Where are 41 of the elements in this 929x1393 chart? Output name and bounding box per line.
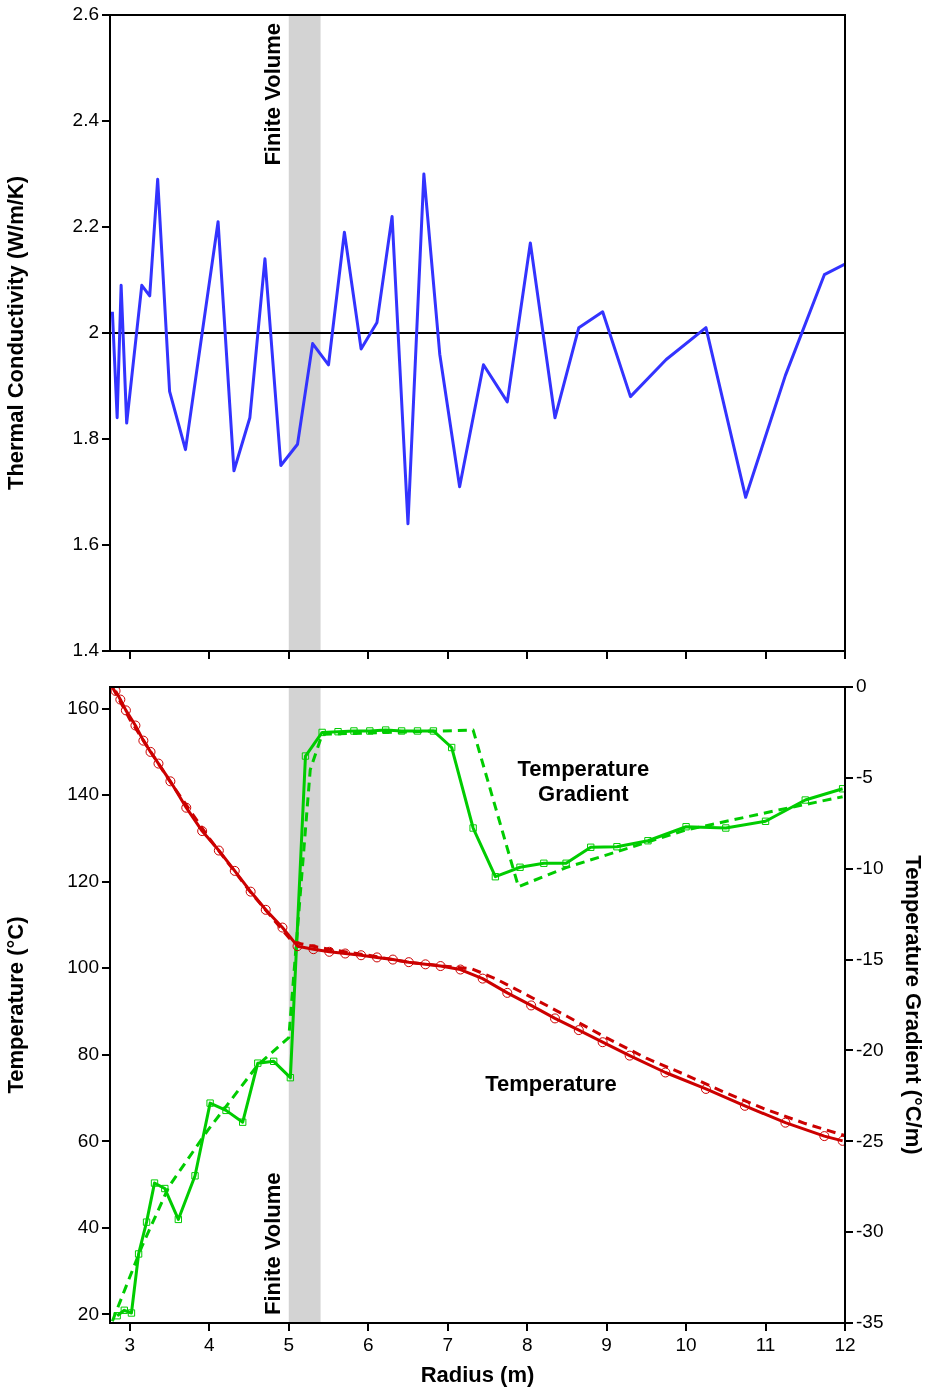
y-tick-label: 1.6 (72, 533, 99, 555)
y2-tick-label: -10 (856, 856, 884, 878)
y-tick-label: 2.2 (72, 215, 99, 237)
y2-tick-label: -25 (856, 1129, 884, 1151)
y2-tick-label: -5 (856, 766, 873, 788)
x-tick-label: 8 (521, 1333, 533, 1355)
y-tick-label: 120 (67, 869, 99, 891)
y-tick-label: 2 (88, 321, 99, 343)
band-label: Finite Volume (259, 1172, 285, 1315)
x-tick-label: 7 (442, 1333, 453, 1355)
x-tick-label: 10 (675, 1333, 697, 1355)
y2-tick-label: 0 (856, 675, 867, 697)
series-label: Temperature Gradient (517, 755, 650, 806)
y-tick-label: 2.4 (72, 109, 100, 131)
y-tick-label: 80 (77, 1042, 99, 1064)
y-tick-label: 160 (67, 696, 99, 718)
y2-tick-label: -15 (856, 947, 884, 969)
y-tick-label: 1.8 (72, 427, 99, 449)
x-tick-label: 6 (362, 1333, 374, 1355)
series-label: Temperature (485, 1071, 617, 1097)
x-tick-label: 3 (124, 1333, 136, 1355)
y2-tick-label: -35 (856, 1311, 884, 1333)
x-axis-title: Radius (m) (420, 1361, 535, 1387)
y2-axis-title: Temperature Gradient (°C/m) (900, 855, 926, 1155)
y-tick-label: 100 (67, 956, 99, 978)
x-tick-label: 4 (204, 1333, 216, 1355)
x-tick-label: 12 (834, 1333, 856, 1355)
y-axis-title: Temperature (°C) (3, 916, 29, 1094)
y2-tick-label: -30 (856, 1220, 884, 1242)
y-axis-title: Thermal Conductivity (W/m/K) (3, 175, 29, 491)
y-tick-label: 1.4 (72, 639, 100, 661)
x-tick-label: 11 (755, 1333, 776, 1355)
y2-tick-label: -20 (856, 1038, 884, 1060)
y-tick-label: 140 (67, 783, 99, 805)
band-label: Finite Volume (259, 23, 285, 166)
y-tick-label: 60 (77, 1129, 99, 1151)
y-tick-label: 20 (77, 1302, 99, 1324)
x-tick-label: 9 (601, 1333, 612, 1355)
x-tick-label: 5 (283, 1333, 295, 1355)
y-tick-label: 2.6 (72, 3, 99, 25)
y-tick-label: 40 (77, 1216, 99, 1238)
